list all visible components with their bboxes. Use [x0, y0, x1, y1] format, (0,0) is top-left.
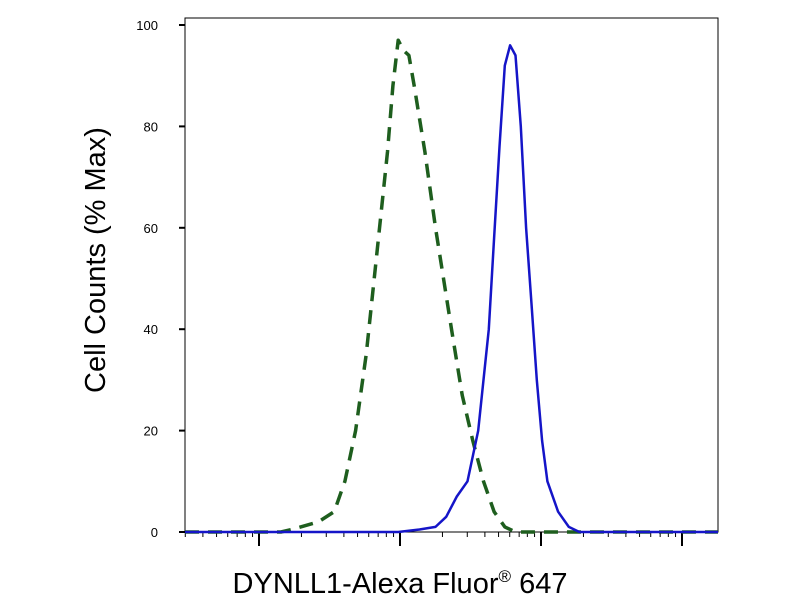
x-axis-title: DYNLL1-Alexa Fluor® 647: [233, 567, 568, 600]
y-tick-label: 0: [151, 525, 158, 540]
x-axis-title-main: DYNLL1-Alexa Fluor: [233, 568, 499, 600]
y-tick-label: 60: [144, 221, 158, 236]
plot-frame: [184, 17, 719, 533]
x-axis-title-suffix: 647: [511, 568, 567, 600]
y-axis-title: Cell Counts (% Max): [80, 127, 112, 393]
y-tick-label: 80: [144, 119, 158, 134]
y-tick-label: 20: [144, 424, 158, 439]
x-axis-ticks: [184, 532, 683, 546]
series-line-control: [185, 38, 718, 534]
y-tick-label: 100: [136, 18, 158, 33]
series-line-sample: [185, 44, 718, 534]
series-layer: [185, 38, 718, 534]
y-axis-ticks: 0 20 40 60 80 100: [136, 18, 185, 540]
x-axis-title-mark: ®: [498, 567, 511, 586]
y-tick-label: 40: [144, 322, 158, 337]
